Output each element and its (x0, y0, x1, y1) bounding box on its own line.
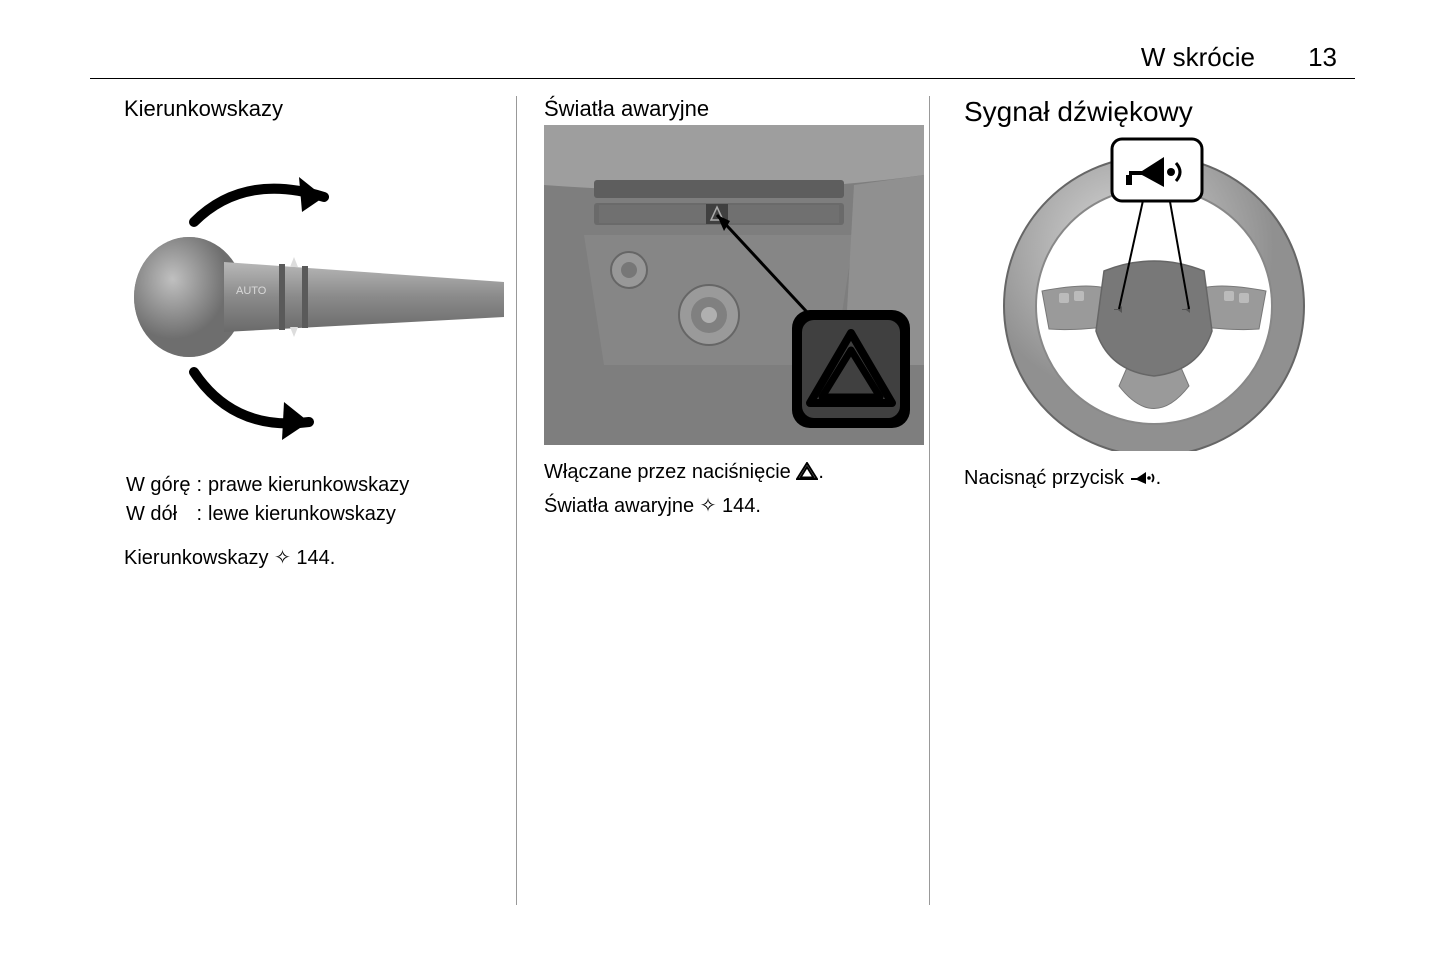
ref-suffix: . (755, 495, 761, 517)
instruction-line: Nacisnąć przycisk . (964, 464, 1344, 492)
page: W skrócie 13 Kierunkowskazy (0, 0, 1445, 965)
def-row-up: W górę : prawe kierunkowskazy (126, 472, 413, 499)
columns: Kierunkowskazy (104, 96, 1341, 925)
page-ref-icon: ✧ (274, 547, 296, 569)
ref-text: Kierunkowskazy (124, 547, 274, 569)
def-row-down: W dół : lewe kierunkowskazy (126, 501, 413, 528)
svg-text:AUTO: AUTO (236, 285, 267, 297)
text: Nacisnąć przycisk (964, 467, 1130, 489)
def-label: W górę (126, 472, 194, 499)
figure-horn (964, 136, 1344, 446)
def-colon: : (196, 501, 206, 528)
horn-icon (1130, 470, 1156, 486)
text: . (818, 461, 824, 483)
page-number: 13 (1308, 42, 1337, 73)
def-colon: : (196, 472, 206, 499)
instruction-line-1: Włączane przez naciśnięcie . (544, 458, 924, 486)
dashboard-illustration (544, 125, 924, 445)
column-1: Kierunkowskazy (104, 96, 524, 925)
column-3: Sygnał dźwiękowy (944, 96, 1364, 925)
hazard-triangle-icon (796, 462, 818, 480)
definition-list: W górę : prawe kierunkowskazy W dół : le… (124, 470, 415, 530)
header-rule (90, 78, 1355, 79)
section-title: Sygnał dźwiękowy (964, 96, 1344, 128)
ref-suffix: . (330, 547, 336, 569)
ref-page: 144 (722, 495, 755, 517)
page-ref-icon: ✧ (700, 495, 722, 517)
def-text: prawe kierunkowskazy (208, 472, 413, 499)
stalk-illustration: AUTO (124, 142, 504, 452)
ref-page: 144 (296, 547, 329, 569)
ref-text: Światła awaryjne (544, 495, 700, 517)
text: . (1156, 467, 1162, 489)
section-title: Światła awaryjne (544, 96, 924, 122)
cross-reference: Światła awaryjne ✧ 144. (544, 492, 924, 520)
figure-turn-signal-stalk: AUTO (124, 142, 504, 452)
def-label: W dół (126, 501, 194, 528)
figure-hazard-lights (544, 130, 924, 440)
cross-reference: Kierunkowskazy ✧ 144. (124, 544, 504, 572)
steering-wheel-illustration (964, 131, 1344, 451)
def-text: lewe kierunkowskazy (208, 501, 413, 528)
section-title: Kierunkowskazy (124, 96, 504, 122)
column-2: Światła awaryjne (524, 96, 944, 925)
chapter-title: W skrócie (1141, 42, 1255, 73)
text: Włączane przez naciśnięcie (544, 461, 796, 483)
